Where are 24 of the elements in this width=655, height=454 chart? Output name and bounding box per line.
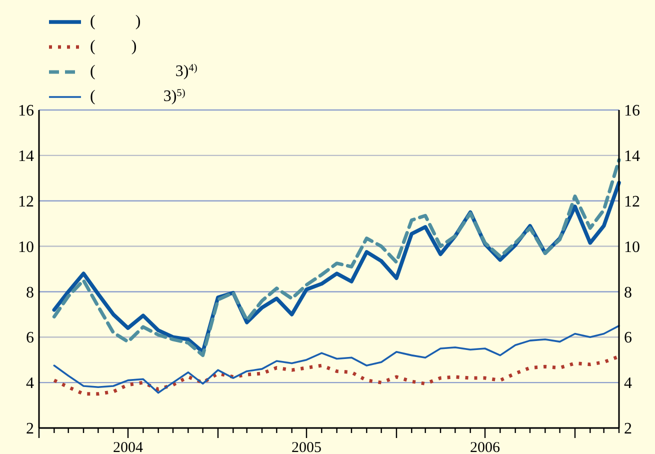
y-tick-label: 12 xyxy=(18,193,34,210)
y2-tick-label: 14 xyxy=(624,148,640,166)
y2-tick-label: 10 xyxy=(624,238,640,256)
legend-label: ( ) xyxy=(90,13,141,30)
y-tick-label: 4 xyxy=(26,375,34,392)
y2-tick-label: 12 xyxy=(624,193,640,210)
legend-label: ( 3)$^{5)}$ xyxy=(90,88,186,105)
legend-label: ( 3)$^{4)}$ xyxy=(90,62,198,80)
y2-tick-label: 6 xyxy=(624,330,632,347)
line-series xyxy=(53,324,620,394)
y-tick-label: 16 xyxy=(18,102,34,120)
x-tick-label: 2006 xyxy=(470,440,501,454)
y-tick-label: 6 xyxy=(26,330,34,347)
y2-tick-label: 4 xyxy=(624,375,632,392)
y-tick-label: 10 xyxy=(18,238,34,256)
y-tick-label: 8 xyxy=(26,284,34,302)
legend-label: ( ) xyxy=(90,38,137,55)
y2-tick-label: 2 xyxy=(624,420,632,438)
y-tick-label: 2 xyxy=(26,420,34,438)
x-tick-label: 2004 xyxy=(113,440,144,454)
y-tick-label: 14 xyxy=(18,148,34,166)
x-tick-label: 2005 xyxy=(292,440,322,454)
y2-tick-label: 8 xyxy=(624,284,632,302)
y2-tick-label: 16 xyxy=(624,102,640,120)
